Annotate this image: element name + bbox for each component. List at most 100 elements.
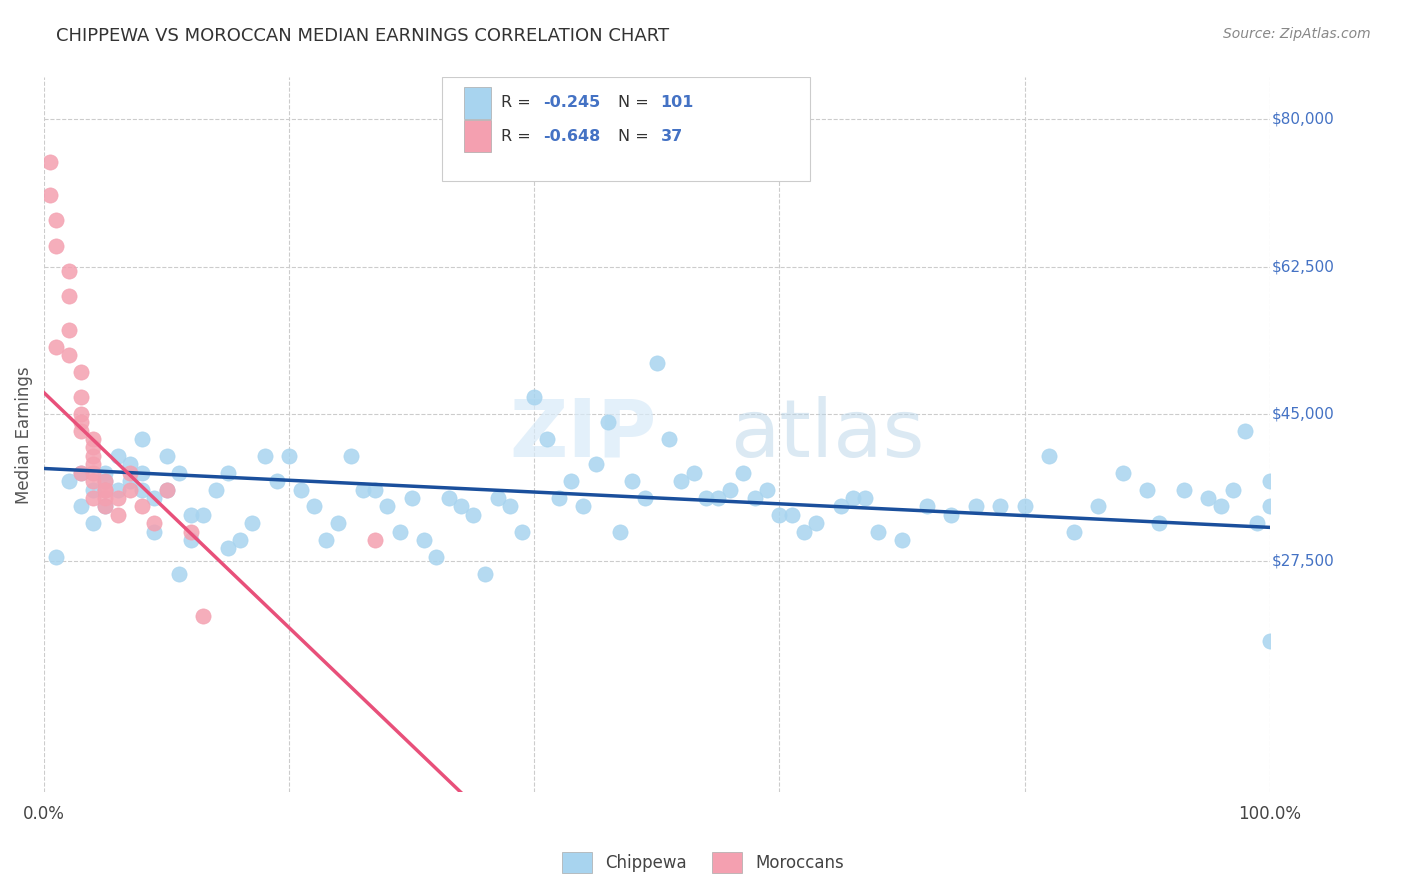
Text: N =: N = <box>617 95 654 111</box>
Point <box>94 500 117 514</box>
Point <box>965 500 987 514</box>
Point <box>58 474 80 488</box>
Point <box>328 516 350 531</box>
Point <box>45 340 67 354</box>
Point <box>204 483 226 497</box>
Point <box>1149 516 1171 531</box>
Point <box>756 483 779 497</box>
FancyBboxPatch shape <box>464 87 492 119</box>
Point <box>94 500 117 514</box>
Point <box>70 424 93 438</box>
Text: 37: 37 <box>661 129 683 144</box>
Point <box>1246 516 1268 531</box>
Point <box>364 533 387 547</box>
Point <box>58 348 80 362</box>
Point <box>70 466 93 480</box>
Point <box>768 508 790 522</box>
Point <box>853 491 876 505</box>
Point <box>793 524 815 539</box>
Point <box>94 474 117 488</box>
Point <box>461 508 484 522</box>
Text: $27,500: $27,500 <box>1272 554 1334 568</box>
Point <box>118 483 141 497</box>
Point <box>45 238 67 252</box>
Point <box>217 466 239 480</box>
Point <box>180 524 202 539</box>
Point <box>82 441 104 455</box>
Point <box>388 524 411 539</box>
Point <box>180 508 202 522</box>
Point <box>1136 483 1159 497</box>
Point <box>1222 483 1244 497</box>
Point <box>39 154 62 169</box>
Point <box>425 549 447 564</box>
Point <box>131 432 153 446</box>
Point <box>94 483 117 497</box>
Text: -0.245: -0.245 <box>543 95 600 111</box>
Point <box>82 491 104 505</box>
Point <box>1209 500 1232 514</box>
Point <box>806 516 828 531</box>
Point <box>560 474 582 488</box>
Point <box>915 500 938 514</box>
Point <box>1063 524 1085 539</box>
Point <box>143 524 166 539</box>
Point <box>107 491 129 505</box>
Point <box>118 474 141 488</box>
Point <box>131 483 153 497</box>
Point <box>143 491 166 505</box>
Point <box>596 415 619 429</box>
Y-axis label: Median Earnings: Median Earnings <box>15 366 32 504</box>
Point <box>634 491 657 505</box>
Text: N =: N = <box>617 129 654 144</box>
Point <box>94 466 117 480</box>
Text: R =: R = <box>502 95 536 111</box>
Point <box>375 500 398 514</box>
Point <box>988 500 1011 514</box>
Point <box>143 516 166 531</box>
Text: Source: ZipAtlas.com: Source: ZipAtlas.com <box>1223 27 1371 41</box>
Point <box>939 508 962 522</box>
Point <box>82 483 104 497</box>
Point <box>364 483 387 497</box>
Point <box>1197 491 1219 505</box>
Point <box>658 432 681 446</box>
Point <box>1258 474 1281 488</box>
Point <box>107 483 129 497</box>
Point <box>510 524 533 539</box>
Point <box>118 458 141 472</box>
Point <box>830 500 852 514</box>
Point <box>707 491 730 505</box>
Point <box>1014 500 1036 514</box>
Point <box>278 449 301 463</box>
Point <box>720 483 742 497</box>
Point <box>107 449 129 463</box>
FancyBboxPatch shape <box>464 120 492 153</box>
Point <box>82 466 104 480</box>
Point <box>70 390 93 404</box>
Point <box>70 415 93 429</box>
Point <box>536 432 558 446</box>
Point <box>58 264 80 278</box>
Point <box>242 516 264 531</box>
Point <box>891 533 914 547</box>
Text: R =: R = <box>502 129 536 144</box>
Point <box>474 566 496 581</box>
Point <box>131 500 153 514</box>
Point <box>866 524 889 539</box>
Point <box>156 449 179 463</box>
Point <box>621 474 644 488</box>
Point <box>1173 483 1195 497</box>
Point <box>131 466 153 480</box>
Point <box>70 500 93 514</box>
Point <box>82 516 104 531</box>
Point <box>82 474 104 488</box>
Point <box>780 508 803 522</box>
Point <box>266 474 288 488</box>
Point <box>609 524 631 539</box>
Point <box>118 466 141 480</box>
Point <box>45 213 67 227</box>
Point <box>253 449 276 463</box>
Text: -0.648: -0.648 <box>543 129 600 144</box>
Point <box>1258 634 1281 648</box>
